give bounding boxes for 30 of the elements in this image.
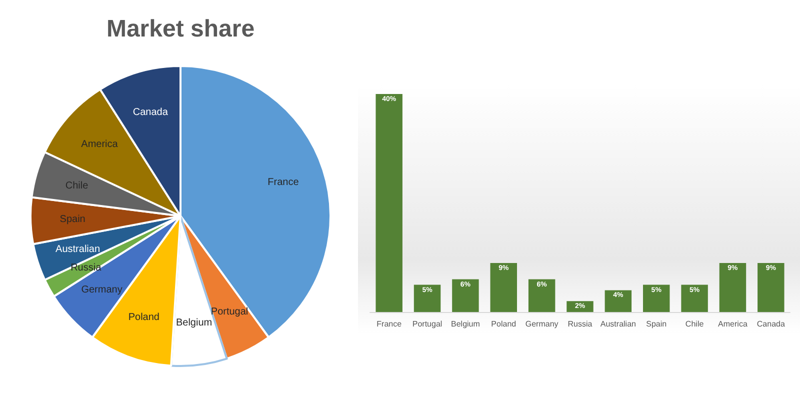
chart-title: Market share [106,16,255,42]
slice-label: Spain [60,214,86,225]
x-tick-label: France [376,320,402,328]
bar [758,262,784,312]
bar [643,284,670,312]
x-tick-label: Portugal [412,320,442,328]
x-tick-label: Chile [685,320,704,328]
slice-label: Canada [132,106,168,118]
x-tick-label: Spain [646,320,667,328]
slice-label: Australian [56,244,100,255]
x-tick-label: Russia [568,320,593,328]
bar [452,279,479,312]
bar [719,262,746,312]
bar [376,94,402,312]
x-tick-label: Germany [525,320,558,328]
bar [681,284,708,312]
x-tick-label: Canada [756,320,786,328]
bar [490,262,517,312]
x-tick-label: Australian [600,320,636,328]
bar [604,290,632,312]
x-tick-label: America [718,320,748,328]
slice-label: France [268,177,300,188]
bar [566,301,594,312]
slice-label: Germany [81,284,122,296]
slice-label: Chile [65,180,89,192]
x-tick-label: Belgium [451,320,480,328]
bar [414,284,441,312]
x-tick-label: Poland [491,320,516,328]
slice-label: America [81,139,118,150]
bar [528,279,556,312]
